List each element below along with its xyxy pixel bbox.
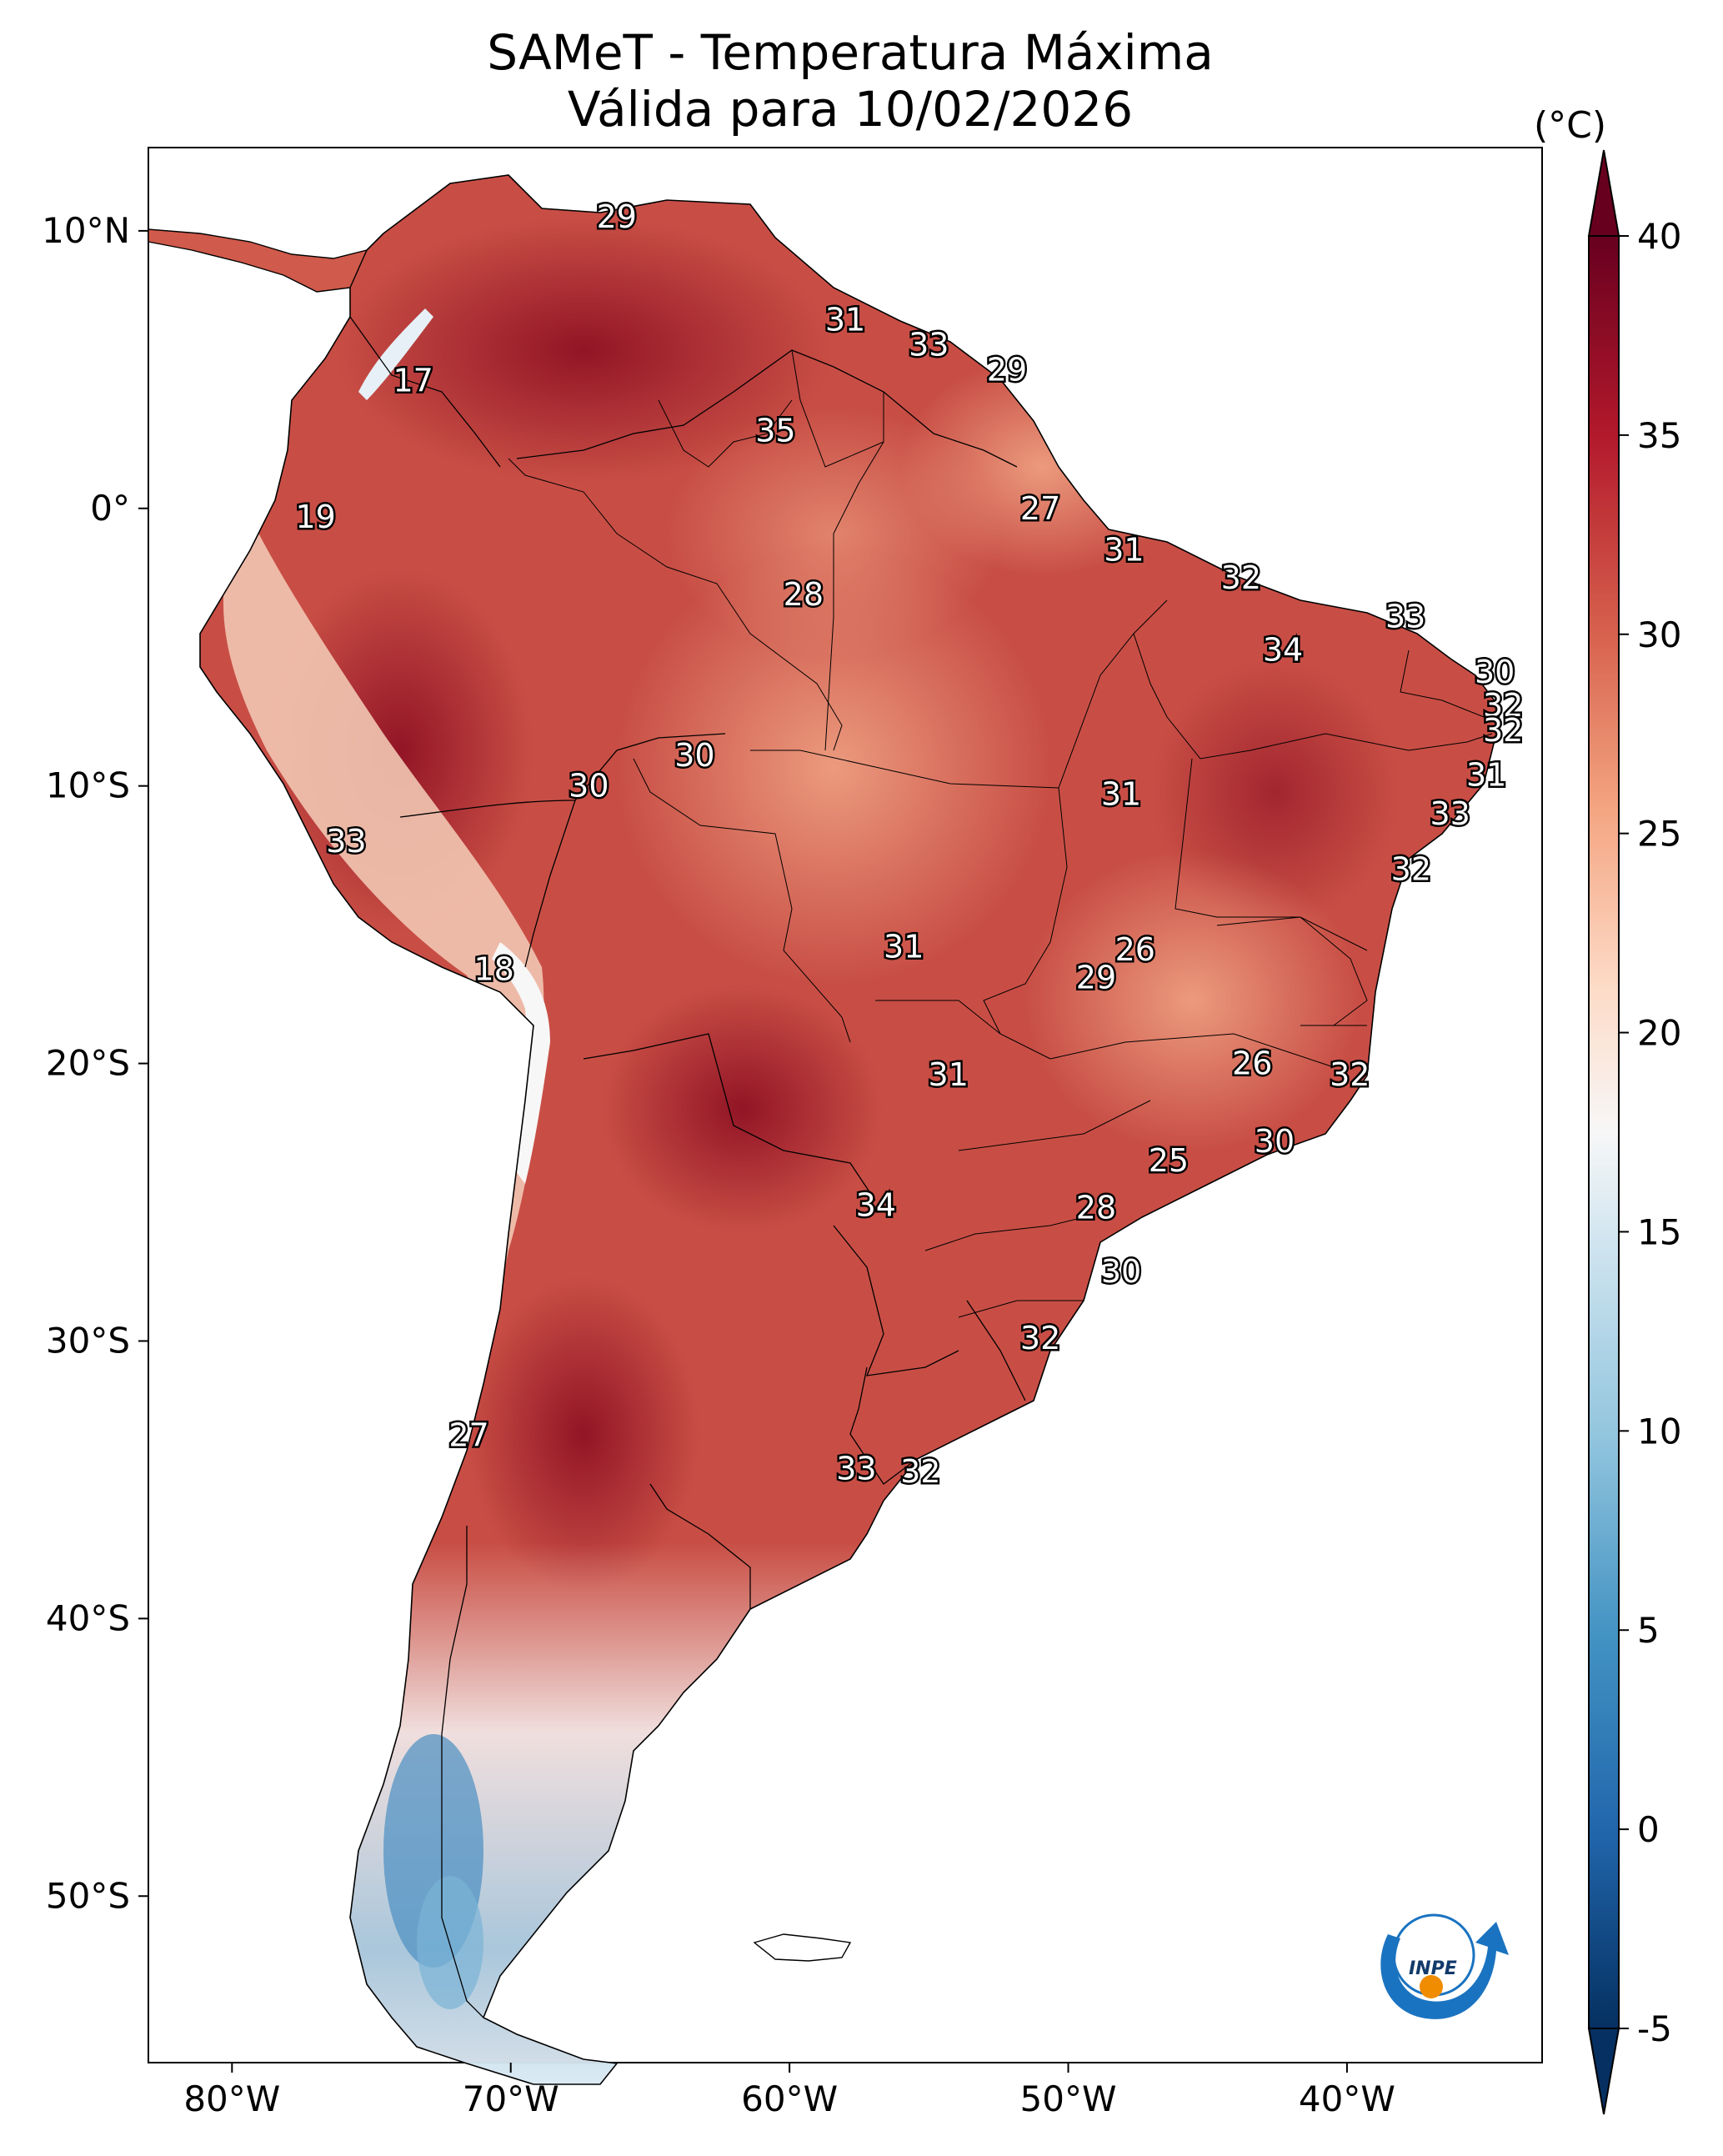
temperature-value-label: 33 [1430,795,1470,832]
colorbar-tick-label: 35 [1637,415,1681,456]
temperature-value-label: 18 [473,950,513,987]
temperature-value-label: 32 [1391,851,1431,888]
lon-tick-label: 40°W [1299,2078,1395,2119]
temperature-value-label: 28 [784,576,824,613]
temperature-value-label: 28 [1076,1190,1116,1226]
colorbar-tick-label: 0 [1637,1809,1660,1850]
temperature-value-label: 30 [674,737,714,774]
lat-tick-label: 10°N [42,210,130,251]
temperature-value-label: 19 [295,499,335,535]
lat-tick-label: 30°S [46,1320,130,1361]
lon-tick-label: 80°W [183,2078,280,2119]
temperature-value-label: 33 [326,823,366,860]
map-subtitle: Válida para 10/02/2026 [567,81,1134,138]
temperature-value-label: 35 [755,413,795,449]
temperature-value-label: 31 [825,301,865,338]
inpe-swoosh-icon [1380,1922,1509,2019]
temperature-value-label: 31 [1101,776,1141,813]
temperature-value-label: 26 [1115,931,1155,968]
temperature-value-label: 33 [1385,599,1425,635]
lat-tick-label: 20°S [46,1043,130,1084]
lat-tick-label: 0° [90,488,130,529]
temperature-value-label: 29 [597,198,637,235]
temperature-value-label: 31 [1466,756,1506,793]
temperature-value-label: 32 [900,1453,940,1490]
temperature-value-label: 27 [448,1417,488,1454]
lat-tick-label: 40°S [46,1597,130,1638]
temperature-value-label: 17 [393,363,433,399]
temperature-value-label: 31 [1104,532,1144,569]
temperature-value-label: 32 [1483,687,1523,724]
map-title: SAMeT - Temperatura Máxima [487,24,1214,81]
temperature-value-label: 32 [1330,1056,1370,1093]
inpe-logo: INPE [1380,1913,1509,2019]
colorbar-bar [1588,235,1620,2029]
temperature-value-label: 32 [1221,559,1261,596]
temperature-value-label: 31 [884,929,924,965]
temperature-value-label: 31 [929,1056,969,1093]
colorbar-tick-label: 25 [1637,814,1681,855]
temperature-value-label: 30 [1101,1253,1141,1290]
temperature-value-label: 34 [1263,632,1303,669]
temperature-value-label: 25 [1149,1142,1189,1179]
falkland-islands [753,1933,852,1962]
colorbar-tick-label: 10 [1637,1411,1681,1452]
lon-tick-label: 60°W [741,2078,838,2119]
colorbar-tick-label: 40 [1637,216,1681,257]
lon-tick-label: 70°W [463,2078,559,2119]
temperature-value-label: 30 [1475,654,1515,690]
country-borders [349,316,1026,2018]
state-borders [508,349,1493,1318]
temperature-value-label: 27 [1020,490,1060,527]
central-america [148,228,368,293]
temperature-value-label: 30 [568,768,609,805]
lat-tick-label: 50°S [46,1875,130,1916]
temperature-value-label: 32 [1483,712,1523,749]
axis-ticks: 10°N 0° 10°S 20°S 30°S 40°S 50°S 80°W 70°W 60°W 50… [42,210,1395,2119]
temperature-value-label: 29 [1076,959,1116,995]
colorbar-tick-label: -5 [1637,2008,1672,2049]
colorbar-tick-label: 15 [1637,1211,1681,1252]
colorbar-tick-label: 5 [1637,1610,1660,1651]
temperature-value-label: 30 [1255,1123,1295,1160]
temperature-value-label: 33 [909,326,949,363]
colorbar-unit: (°C) [1534,104,1607,147]
lon-tick-label: 50°W [1020,2078,1117,2119]
temperature-value-label: 29 [987,351,1027,388]
inpe-sun-icon [1420,1975,1443,1998]
temperature-value-label: 33 [836,1451,876,1487]
colorbar-tick-label: 30 [1637,614,1681,655]
temperature-value-label: 32 [1020,1320,1060,1356]
temperature-value-label: 34 [856,1186,896,1223]
temperature-value-label: 26 [1232,1045,1272,1082]
colorbar-tick-label: 20 [1637,1013,1681,1054]
lat-tick-label: 10°S [46,765,130,806]
colorbar-min-arrow [1587,2028,1620,2115]
colorbar-ticks: 40 35 30 25 20 15 10 5 0 -5 [1619,216,1681,2049]
coastline [199,174,1501,2085]
inpe-logo-text: INPE [1409,1958,1457,1979]
colorbar: 40 35 30 25 20 15 10 5 0 -5 [1587,149,1681,2115]
colorbar-max-arrow [1587,149,1620,237]
